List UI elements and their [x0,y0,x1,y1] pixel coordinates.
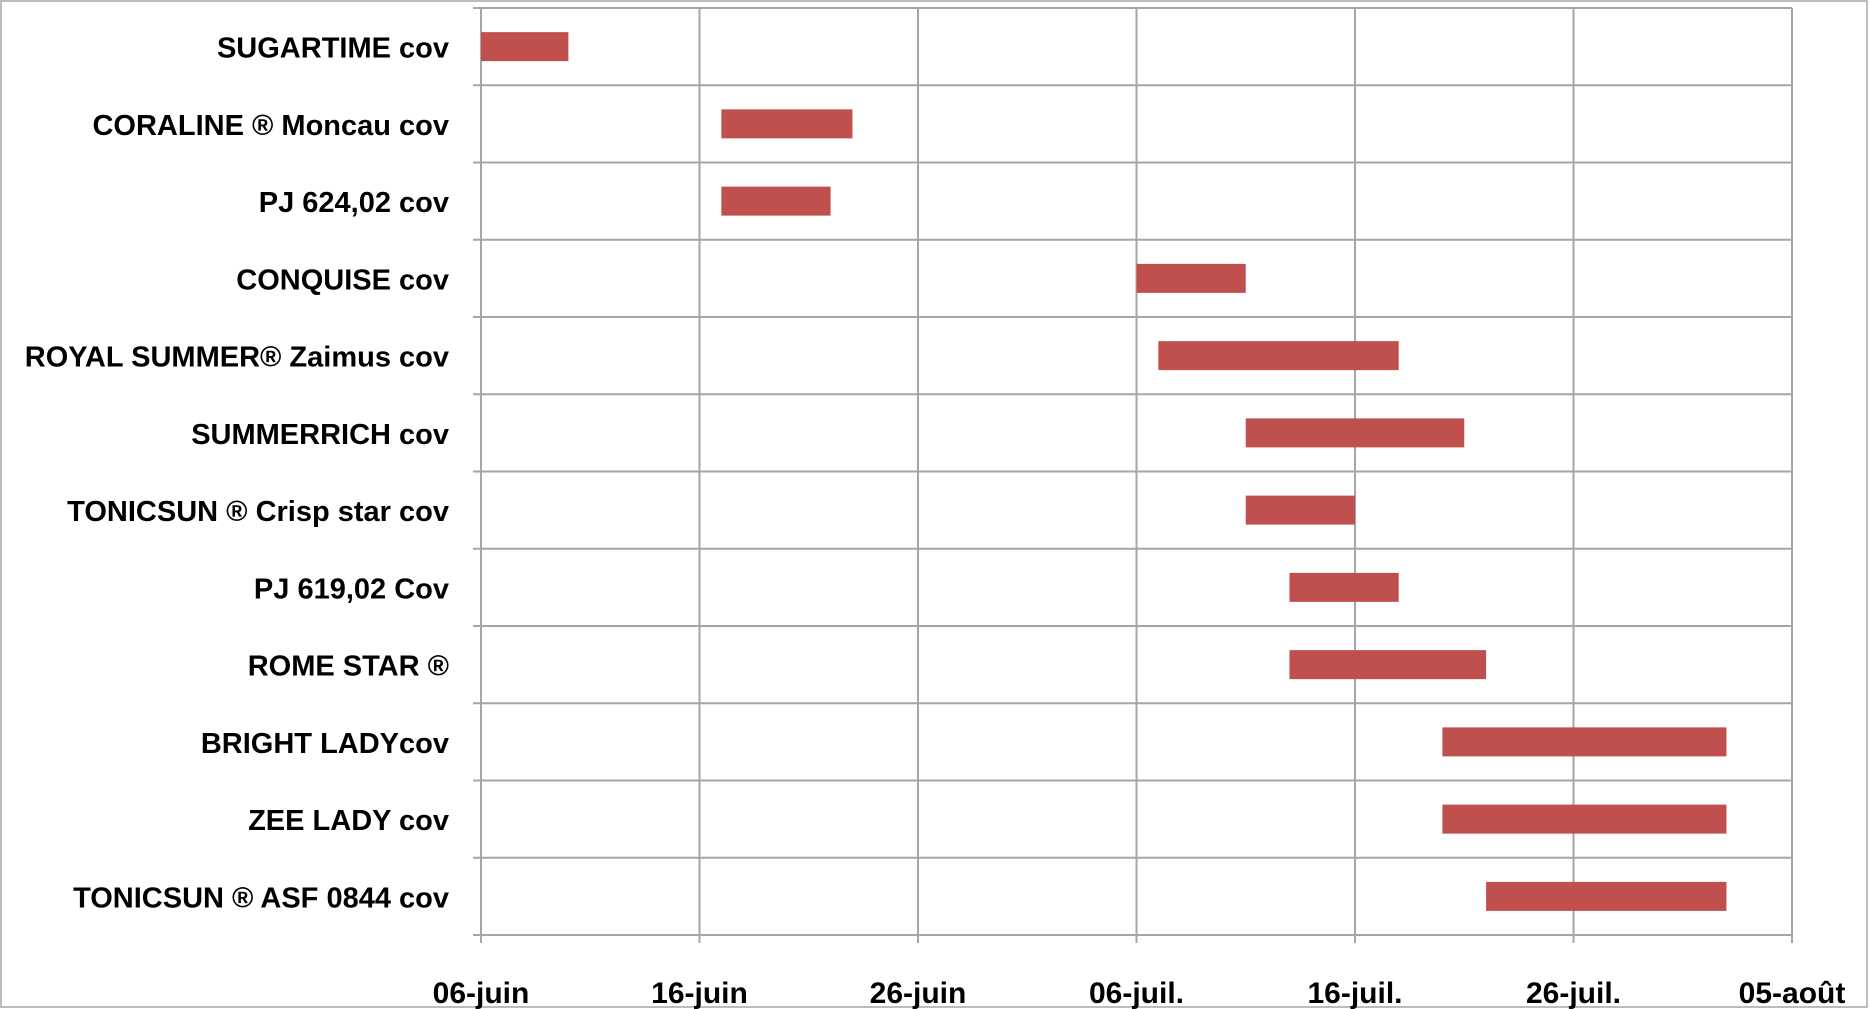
range-bar [721,109,853,139]
category-label: BRIGHT LADYcov [201,728,449,760]
category-label: TONICSUN ® Crisp star cov [67,496,449,528]
x-tick-label: 05-août [1739,977,1846,1009]
category-label: ROYAL SUMMER® Zaimus cov [25,342,449,374]
grid-layer [473,7,1793,943]
range-bar [481,32,569,62]
range-bar [1289,650,1487,680]
range-bar [1442,804,1727,834]
category-label: PJ 624,02 cov [259,187,449,219]
category-labels: SUGARTIME cov CORALINE ® Moncau cov PJ 624… [25,33,449,915]
category-label: ZEE LADY cov [248,805,449,837]
category-label: SUGARTIME cov [217,33,449,65]
x-tick-label: 06-juin [433,977,530,1009]
bars-layer [481,32,1727,911]
range-bar [1289,572,1399,602]
range-bar [1245,495,1355,525]
x-tick-label: 16-juil. [1307,977,1402,1009]
range-bar [1136,263,1246,293]
category-label: TONICSUN ® ASF 0844 cov [73,882,449,914]
category-label: CONQUISE cov [236,264,449,296]
x-tick-label: 16-juin [651,977,748,1009]
category-label: CORALINE ® Moncau cov [92,110,449,142]
range-bar [1245,418,1465,448]
category-label: SUMMERRICH cov [191,419,449,451]
range-bar [1486,881,1727,911]
range-bar [1442,727,1727,757]
range-bar [721,186,831,216]
range-bar [1158,341,1399,371]
category-label: ROME STAR ® [248,651,449,683]
x-tick-label: 26-juil. [1526,977,1621,1009]
x-tick-label: 06-juil. [1089,977,1184,1009]
x-tick-label: 26-juin [870,977,967,1009]
x-axis-tick-labels: 06-juin 16-juin 26-juin 06-juil. 16-juil. 26-… [433,977,1846,1009]
category-label: PJ 619,02 Cov [254,573,449,605]
